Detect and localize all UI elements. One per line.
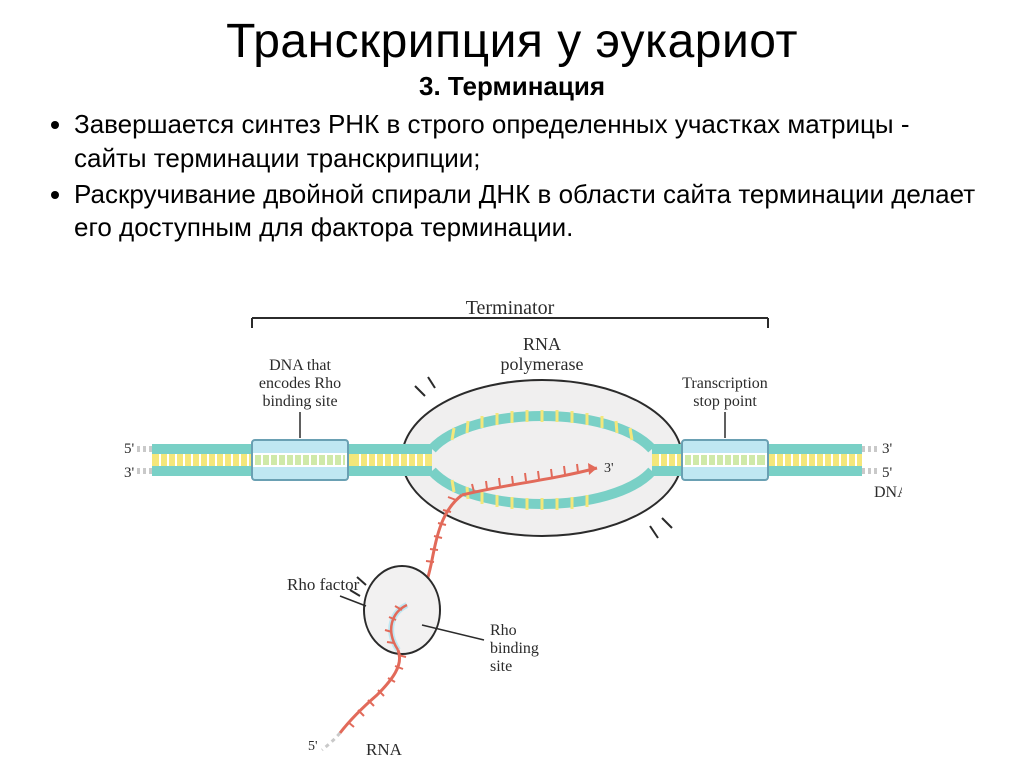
diagram-container: Terminator RNA polymerase DNA that encod… — [0, 300, 1024, 767]
rho-binding-label-group: Rho binding site — [422, 622, 539, 675]
rna-label: RNA — [366, 740, 403, 759]
rna-tail: 5' — [308, 650, 406, 754]
stop-region-rungs — [684, 454, 766, 466]
rho-factor — [350, 566, 440, 654]
rna-polymerase-label-2: polymerase — [501, 354, 584, 374]
rho-binding-label-3: site — [490, 658, 512, 675]
three-prime-inner: 3' — [604, 461, 614, 476]
stop-label-2: stop point — [693, 393, 757, 410]
dna-rho-label-2: encodes Rho — [259, 375, 341, 392]
five-prime-right: 5' — [882, 465, 893, 481]
rho-binding-label-2: binding — [490, 640, 539, 657]
five-prime-rna: 5' — [308, 739, 318, 754]
slide: Транскрипция у эукариот 3. Терминация За… — [0, 0, 1024, 767]
dna-label: DNA — [874, 484, 902, 501]
dna-rho-label-1: DNA that — [269, 357, 331, 374]
slide-subtitle: 3. Терминация — [40, 71, 984, 102]
rho-dna-region-rungs — [254, 454, 346, 466]
rho-binding-label-1: Rho — [490, 622, 517, 639]
bullet-item: Завершается синтез РНК в строго определе… — [74, 108, 984, 176]
three-prime-left: 3' — [124, 465, 135, 481]
dna-rho-label-group: DNA that encodes Rho binding site — [259, 357, 341, 438]
slide-title: Транскрипция у эукариот — [40, 14, 984, 69]
rho-factor-label: Rho factor — [287, 575, 360, 594]
bullet-item: Раскручивание двойной спирали ДНК в обла… — [74, 178, 984, 246]
three-prime-right: 3' — [882, 441, 893, 457]
five-prime-left: 5' — [124, 441, 135, 457]
rna-polymerase-shape — [402, 380, 682, 536]
rho-factor-label-group: Rho factor — [287, 575, 366, 606]
stop-point-label-group: Transcription stop point — [682, 375, 768, 438]
rna-polymerase-label-1: RNA — [523, 334, 561, 354]
rna-polymerase-label-group: RNA polymerase — [501, 334, 584, 374]
transcription-diagram: Terminator RNA polymerase DNA that encod… — [122, 300, 902, 760]
bullet-list: Завершается синтез РНК в строго определе… — [50, 108, 984, 245]
terminator-label: Terminator — [466, 300, 555, 319]
terminator-bracket: Terminator — [252, 300, 768, 328]
dna-rho-label-3: binding site — [262, 393, 337, 410]
stop-label-1: Transcription — [682, 375, 768, 392]
